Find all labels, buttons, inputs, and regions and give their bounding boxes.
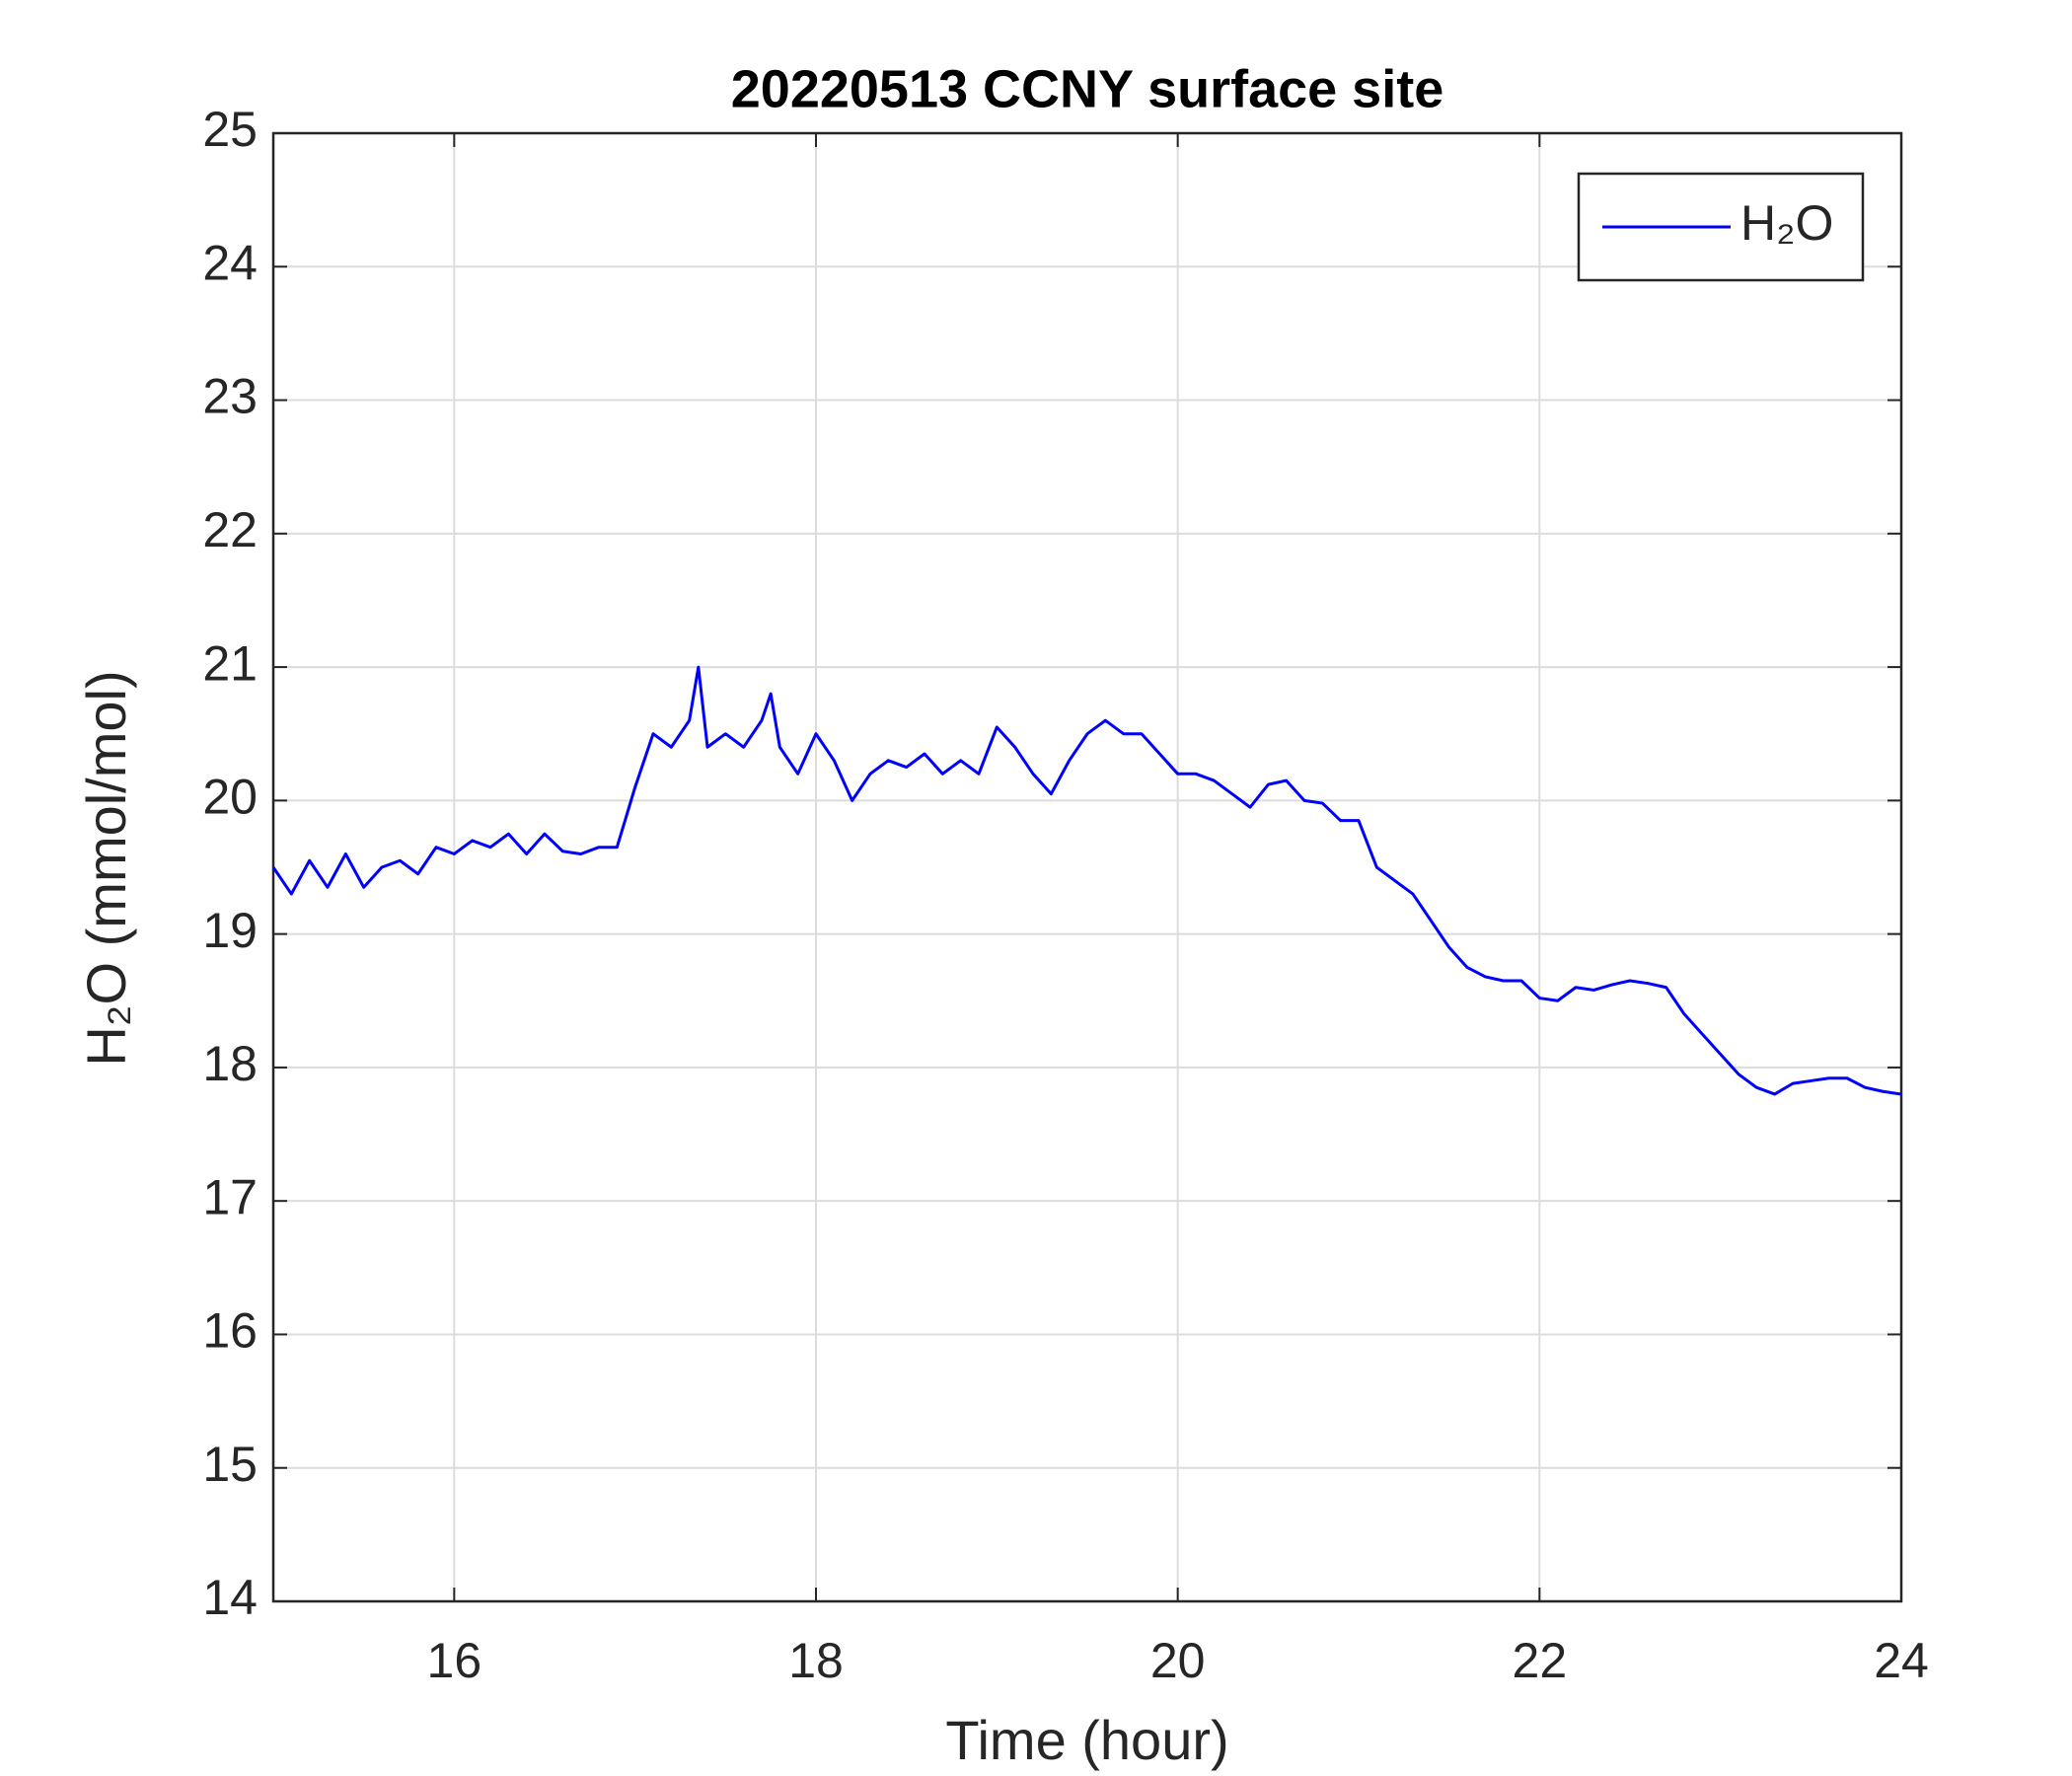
y-tick-label: 18 xyxy=(202,1036,258,1091)
y-tick-label: 23 xyxy=(202,369,258,424)
y-tick-label: 21 xyxy=(202,635,258,691)
y-tick-label: 14 xyxy=(202,1570,258,1625)
data-line xyxy=(271,665,1902,1096)
y-tick-label: 22 xyxy=(202,502,258,557)
x-tick-label: 24 xyxy=(1874,1633,1929,1688)
legend-label: H₂O xyxy=(1740,195,1833,251)
x-tick-label: 16 xyxy=(427,1633,482,1688)
y-tick-label: 19 xyxy=(202,903,258,958)
plot-frame xyxy=(271,131,1903,1603)
y-tick-label: 25 xyxy=(202,102,258,157)
x-tick-label: 20 xyxy=(1150,1633,1206,1688)
y-tick-label: 16 xyxy=(202,1303,258,1359)
y-axis-label: H₂O (mmol/mol) xyxy=(75,670,137,1066)
y-tick-label: 24 xyxy=(202,235,258,290)
y-tick-label: 17 xyxy=(202,1169,258,1224)
x-axis-label: Time (hour) xyxy=(945,1709,1228,1771)
y-tick-label: 20 xyxy=(202,770,258,825)
chart-title: 20220513 CCNY surface site xyxy=(731,59,1443,118)
x-tick-label: 22 xyxy=(1513,1633,1568,1688)
y-tick-label: 15 xyxy=(202,1437,258,1492)
x-tick-label: 18 xyxy=(788,1633,844,1688)
